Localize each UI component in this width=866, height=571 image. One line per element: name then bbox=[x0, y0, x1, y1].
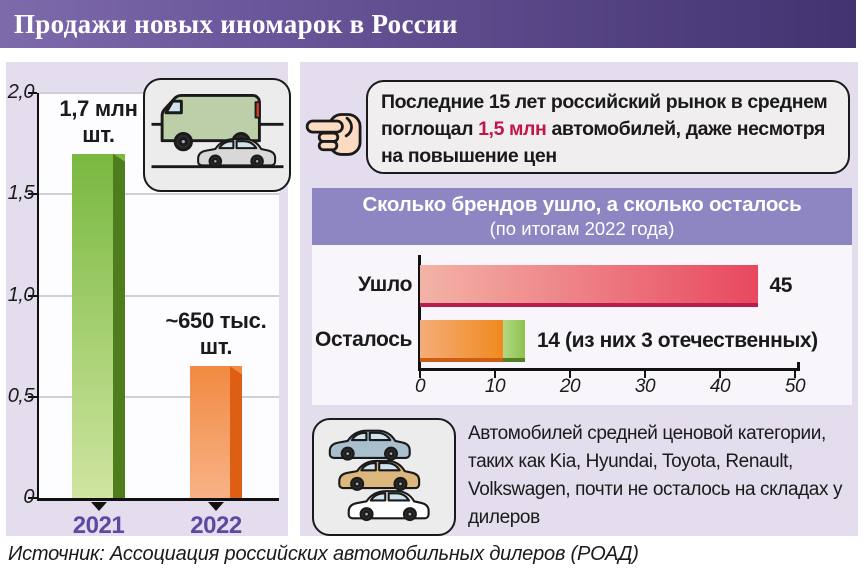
sales-bar-2021 bbox=[72, 153, 125, 498]
sales-panel: 0 0,5 1,0 1,5 2,0 1,7 млн шт. 2021 ~650 тыс. шт… bbox=[6, 62, 291, 539]
x-tick-label: 30 bbox=[634, 376, 656, 397]
x-axis-end-tick bbox=[797, 362, 800, 368]
segment-shade-edge bbox=[420, 303, 758, 307]
bar-value-label: 1,7 млн шт. bbox=[59, 95, 138, 147]
row-value-label: 45 bbox=[769, 274, 793, 297]
bar-shade-edge bbox=[113, 153, 125, 498]
segment-shade-edge bbox=[420, 358, 503, 362]
row-value-label: 14 (из них 3 отечественных) bbox=[537, 329, 818, 352]
y-tick-label: 0,5 bbox=[7, 384, 35, 407]
y-tick-label: 0 bbox=[23, 486, 34, 508]
x-tick-label: 40 bbox=[709, 376, 731, 397]
info-panel: Последние 15 лет российский рынок в сред… bbox=[300, 62, 858, 536]
brands-bar-segment bbox=[420, 320, 503, 362]
page-title: Продажи новых иномарок в России bbox=[14, 8, 458, 39]
van-and-car-icon bbox=[143, 78, 291, 192]
brands-bar-segment bbox=[420, 265, 758, 307]
title-bar: Продажи новых иномарок в России bbox=[0, 0, 856, 48]
y-axis-tick bbox=[28, 497, 37, 499]
y-axis-tick bbox=[28, 193, 37, 196]
row-label: Осталось bbox=[315, 328, 412, 351]
x-axis-tick bbox=[494, 371, 496, 378]
brands-chart-subtitle: (по итогам 2022 года) bbox=[489, 218, 675, 239]
segment-shade-edge bbox=[502, 358, 525, 362]
market-callout-text: Последние 15 лет российский рынок в сред… bbox=[381, 91, 828, 167]
three-stacked-cars-icon bbox=[312, 418, 456, 536]
row-label: Ушло bbox=[357, 273, 412, 296]
brands-chart-title: Сколько брендов ушло, а сколько осталось bbox=[362, 193, 802, 216]
sales-bar-2022 bbox=[190, 366, 242, 498]
x-tick-label: 0 bbox=[414, 376, 426, 397]
brands-chart-header: Сколько брендов ушло, а сколько осталось… bbox=[312, 188, 852, 245]
y-tick-label: 1,5 bbox=[7, 182, 35, 205]
y-axis-line bbox=[418, 255, 421, 370]
brands-bar-segment bbox=[502, 320, 525, 362]
x-axis-line bbox=[418, 368, 800, 371]
x-axis-tick bbox=[794, 371, 796, 378]
x-axis-tick bbox=[569, 371, 571, 378]
y-axis-tick bbox=[28, 294, 37, 297]
pointing-hand-left-icon bbox=[304, 108, 366, 160]
market-callout-box: Последние 15 лет российский рынок в сред… bbox=[366, 80, 850, 174]
source-line: Источник: Ассоциация российских автомоби… bbox=[8, 543, 639, 565]
axis-marker-triangle bbox=[208, 502, 224, 511]
year-label: 2021 bbox=[72, 512, 125, 539]
gridline bbox=[39, 395, 279, 398]
y-axis-tick bbox=[28, 395, 37, 398]
brands-chart-plot: Ушло 45 Осталось 14 (из них 3 отечественных… bbox=[315, 245, 818, 405]
gridline bbox=[39, 193, 279, 196]
x-axis-tick bbox=[719, 371, 721, 378]
bar-shade-edge bbox=[230, 366, 242, 498]
x-tick-label: 10 bbox=[484, 376, 506, 397]
y-tick-label: 1,0 bbox=[7, 283, 35, 306]
brands-chart-panel: Ушло 45 Осталось 14 (из них 3 отечественных… bbox=[312, 245, 852, 405]
x-axis-tick bbox=[419, 371, 421, 378]
x-axis-tick bbox=[644, 371, 646, 378]
highlight-value: 1,5 млн bbox=[478, 118, 547, 140]
y-tick-label: 2,0 bbox=[7, 81, 35, 103]
axis-marker-triangle bbox=[90, 502, 107, 511]
x-tick-label: 50 bbox=[784, 376, 806, 397]
year-label: 2022 bbox=[190, 512, 242, 539]
gridline bbox=[39, 294, 279, 297]
bar-value-label: ~650 тыс. шт. bbox=[165, 308, 267, 360]
note-text: Автомобилей средней ценовой категории, т… bbox=[468, 423, 843, 528]
x-tick-label: 20 bbox=[559, 376, 581, 397]
y-axis-tick bbox=[28, 92, 37, 94]
